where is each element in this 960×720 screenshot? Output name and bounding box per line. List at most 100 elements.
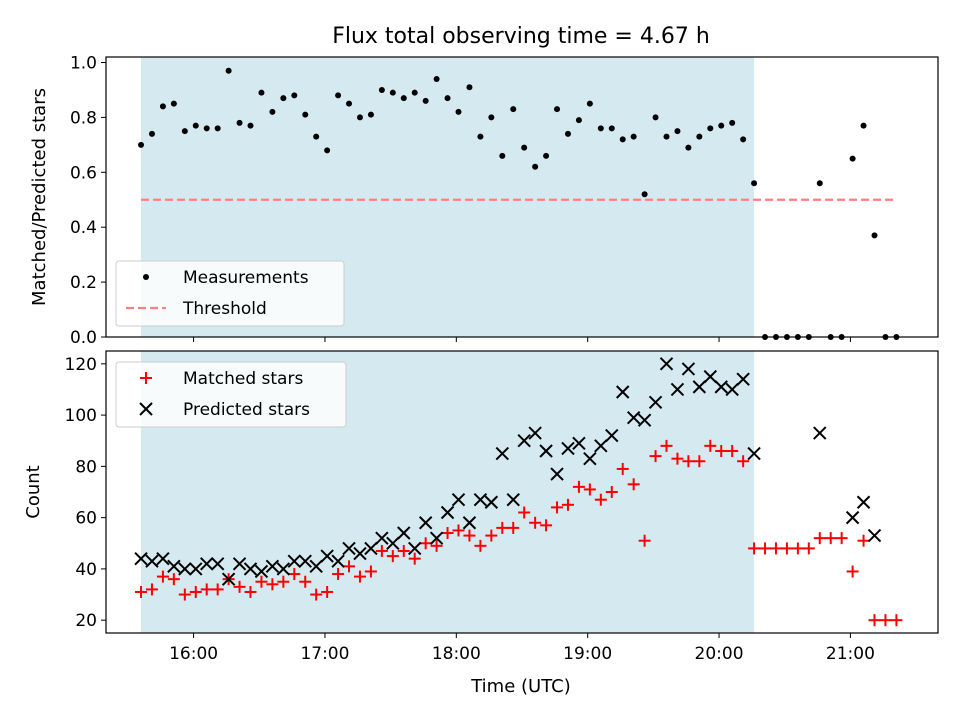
- predicted-point: [178, 562, 192, 576]
- predicted-point: [637, 413, 652, 427]
- matched-point: [704, 439, 717, 452]
- matched-point: [321, 585, 334, 598]
- matched-point: [485, 529, 498, 542]
- data-point: [575, 117, 582, 124]
- predicted-point: [572, 436, 586, 450]
- matched-point: [879, 614, 892, 627]
- data-point: [214, 125, 221, 132]
- x-marker-b: [309, 559, 323, 574]
- data-point: [674, 128, 681, 135]
- legend-label: Predicted stars: [183, 400, 310, 420]
- x-marker-b: [736, 372, 750, 386]
- predicted-point: [429, 531, 444, 545]
- x-marker-b: [156, 551, 170, 566]
- data-point: [192, 122, 199, 129]
- legend-label: Measurements: [183, 268, 309, 288]
- x-marker-b: [145, 554, 159, 568]
- data-point: [258, 89, 265, 96]
- data-point: [367, 111, 374, 118]
- matched-point: [353, 570, 366, 583]
- predicted-point: [550, 467, 564, 481]
- matched-point: [386, 550, 399, 563]
- x-marker-b: [342, 541, 356, 556]
- predicted-point: [331, 554, 345, 568]
- predicted-point: [583, 451, 597, 466]
- matched-point: [835, 532, 848, 545]
- matched-point: [802, 542, 815, 555]
- data-point: [313, 133, 320, 140]
- predicted-point: [287, 554, 302, 568]
- x-marker-b: [254, 564, 269, 579]
- x-marker-b: [397, 526, 411, 540]
- data-point: [477, 133, 484, 140]
- data-point: [729, 119, 736, 126]
- data-point: [554, 106, 561, 113]
- x-marker-b: [353, 546, 367, 561]
- matched-point: [540, 519, 553, 532]
- data-point: [849, 155, 856, 162]
- predicted-point: [265, 559, 280, 574]
- x-marker-b: [539, 444, 553, 458]
- predicted-point: [626, 410, 641, 425]
- matched-point: [441, 527, 454, 540]
- matched-point: [419, 537, 432, 550]
- matched-point: [638, 534, 651, 547]
- matched-point: [627, 478, 640, 491]
- predicted-point: [408, 541, 422, 556]
- matched-point: [255, 575, 268, 588]
- x-marker-b: [813, 426, 827, 440]
- legend: Matched stars Predicted stars: [115, 361, 347, 428]
- x-marker-b: [243, 562, 258, 576]
- data-point: [159, 103, 166, 110]
- data-point: [718, 122, 725, 129]
- x-marker-b: [659, 357, 674, 371]
- predicted-point: [561, 441, 575, 456]
- predicted-point: [276, 562, 291, 576]
- y-tick-label: 0.6: [70, 163, 97, 183]
- data-point: [400, 95, 407, 102]
- matched-point: [507, 521, 520, 534]
- predicted-point: [386, 536, 400, 550]
- x-marker-b: [178, 562, 192, 576]
- predicted-point: [714, 380, 728, 394]
- predicted-point: [200, 557, 214, 571]
- x-tick-label: 16:00: [169, 644, 218, 664]
- predicted-point: [320, 549, 334, 563]
- x-marker-b: [648, 395, 663, 409]
- data-point: [608, 125, 615, 132]
- matched-point: [583, 483, 596, 496]
- predicted-point: [254, 564, 269, 579]
- predicted-point: [528, 426, 542, 440]
- bottom-y-axis-label: Count: [23, 465, 44, 518]
- x-marker-b: [386, 536, 400, 550]
- matched-point: [715, 444, 728, 457]
- predicted-point: [156, 551, 170, 566]
- data-point: [346, 100, 353, 107]
- matched-point: [682, 455, 695, 468]
- y-tick-label: 0.4: [70, 218, 97, 238]
- data-point: [652, 114, 659, 121]
- x-marker-b: [725, 382, 739, 397]
- x-marker-b: [189, 562, 203, 576]
- axes-frame: [105, 350, 939, 634]
- predicted-point: [845, 510, 860, 525]
- series-matched-stars: [135, 439, 903, 627]
- predicted-point: [670, 382, 685, 397]
- matched-point: [868, 614, 881, 627]
- x-marker-b: [375, 531, 389, 545]
- x-marker-b: [418, 516, 433, 530]
- predicted-point: [134, 551, 148, 566]
- top-panel: 0.0 0.2 0.4 0.6 0.8 1.0 Measurements Threshold: [70, 53, 939, 348]
- data-point: [510, 106, 517, 113]
- matched-point: [397, 544, 410, 557]
- x-axis-label: Time (UTC): [470, 676, 571, 697]
- data-point: [138, 141, 145, 148]
- data-point: [499, 152, 506, 159]
- predicted-point: [539, 444, 553, 458]
- x-marker-b: [583, 451, 597, 466]
- predicted-point: [375, 531, 389, 545]
- predicted-point: [616, 385, 630, 399]
- matched-point: [189, 585, 202, 598]
- x-marker-b: [473, 492, 488, 507]
- matched-point: [846, 565, 859, 578]
